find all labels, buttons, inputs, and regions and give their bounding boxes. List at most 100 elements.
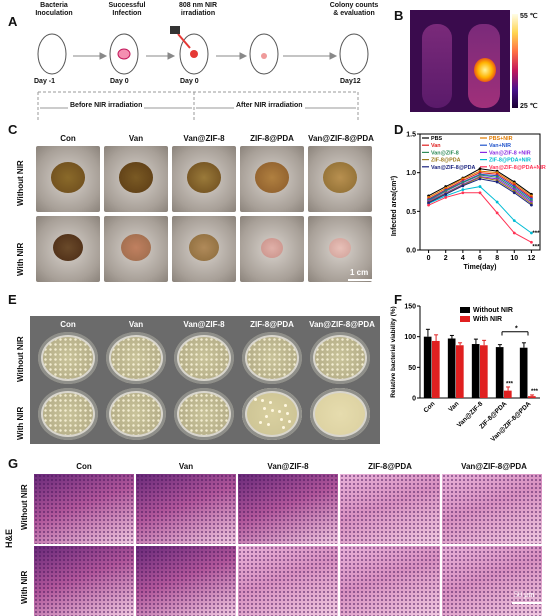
panel-label-a: A [8,14,18,29]
wound-area [329,238,351,258]
x-tick-label: 12 [528,255,536,262]
petri-dish [174,388,234,440]
legend-entry: PBS+NIR [489,136,513,142]
colony-dot [286,412,289,415]
significance-mark: *** [506,382,514,388]
wound-area [261,238,283,258]
data-point [478,191,482,195]
petri-dish [242,388,302,440]
y-tick-label: 0 [412,396,416,403]
panel-label-e: E [8,292,17,307]
data-point [478,185,482,188]
x-tick-label: Van [447,400,460,413]
y-tick-label: 100 [404,334,416,341]
data-point [461,184,465,188]
y-tick-label: 150 [404,304,416,311]
data-point [530,240,533,244]
scale-bar-c-label: 1 cm [350,268,369,277]
petri-dish [242,332,302,384]
x-tick-label: 6 [478,255,482,262]
histology-image [136,546,236,616]
arrowhead-3 [239,52,248,60]
histology-image [340,474,440,544]
x-tick-label: 10 [510,255,518,262]
tissue-texture [238,546,338,616]
colony-dot [267,423,270,426]
thermal-mouse-left [422,24,452,108]
histology-image [340,546,440,616]
petri-dish [38,332,98,384]
panel-label-g: G [8,456,19,471]
wound-area [189,234,219,261]
data-point [461,188,465,192]
row-label-e-with: With NIR [16,406,25,440]
laser-beam-icon [177,33,191,49]
significance-mark: *** [532,244,540,250]
arrowhead-4 [329,52,338,60]
tissue-texture [136,474,236,544]
wound-area [53,234,83,261]
legend-entry: Van@ZIF-8@PDA [431,165,475,171]
col-label-e-vanzifpda: Van@ZIF-8@PDA [309,320,375,329]
tissue-texture [34,474,134,544]
y-axis-label: Infected area(cm²) [391,176,398,236]
x-axis-label: Time(day) [464,264,497,271]
petri-dish [38,388,98,440]
wound-photo [240,216,304,282]
bar [504,390,512,398]
row-label-g-without: Without NIR [20,484,29,530]
colony-dot [269,401,272,404]
legend-entry: ZIF-8@PDA [431,158,461,164]
col-label-g-vanzifpda: Van@ZIF-8@PDA [461,462,527,471]
thermal-hotspot [474,58,496,82]
colony-dot [288,420,291,423]
legend-entry: Van@ZIF-8 +NIR [489,150,531,156]
irradiation-spot-icon [190,50,198,58]
wound-photo [308,216,372,282]
col-label-g-con: Con [76,462,92,471]
row-label-e-without: Without NIR [16,336,25,382]
step-label-2: Successful Infection [108,2,146,17]
legend-entry: With NIR [473,316,502,323]
col-label-g-vanzif: Van@ZIF-8 [267,462,309,471]
col-label-g-van: Van [178,462,194,471]
histology-image [238,546,338,616]
histology-image [136,474,236,544]
data-point [512,191,516,195]
x-tick-label: 2 [444,255,448,262]
data-point [427,203,430,207]
bar [519,347,528,398]
infected-area-line-chart: 0.0 0.5 1.0 1.5 0 2 4 6 8 10 12 Time(day) Infected a… [391,132,546,272]
legend-entry: Van [431,143,441,149]
tissue-texture [442,546,542,616]
col-label-e-vanzif: Van@ZIF-8 [183,320,225,329]
tissue-texture [136,546,236,616]
colony-dot [261,399,264,402]
step-label-3: 808 nm NIR irradiation [178,2,218,17]
col-label-c-van: Van [128,134,144,143]
scale-bar-g [512,602,542,604]
data-point [478,177,482,181]
legend-entry: Without NIR [473,307,513,314]
wound-area [323,162,357,193]
petri-dish [174,332,234,384]
y-tick-label: 1.0 [406,170,416,177]
histology-image [442,546,542,616]
col-label-c-vanzifpda: Van@ZIF-8@PDA [308,134,374,143]
legend-entry: PBS [431,136,442,142]
colony-dot [263,407,266,410]
infection-spot-icon [117,48,131,60]
tissue-texture [442,474,542,544]
row-label-c-with: With NIR [16,242,25,276]
data-point [512,231,516,235]
legend-swatch [460,316,470,322]
data-point [478,167,482,171]
colony-dot [265,415,268,418]
panel-label-d: D [394,122,404,137]
wound-area [121,234,151,261]
colony-dot [282,426,285,429]
timeline-graphic [37,26,369,120]
laser-device-icon [170,26,180,34]
thermal-image [410,10,510,112]
row-label-c-without: Without NIR [16,160,25,206]
